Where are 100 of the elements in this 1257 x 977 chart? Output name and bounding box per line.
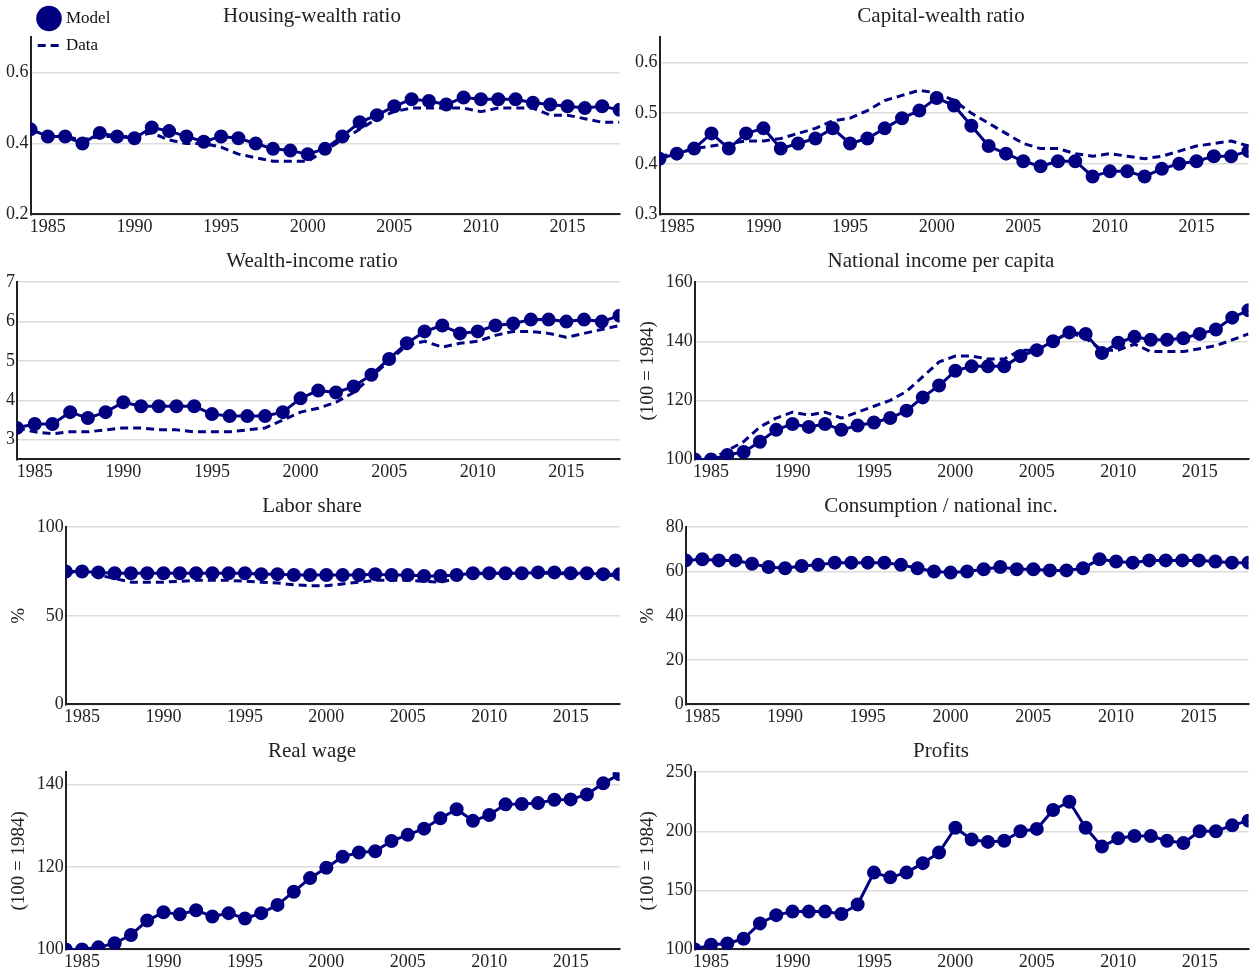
point [1189,154,1204,169]
x-tick-label: 1985 [64,950,101,971]
point [844,555,859,570]
point [1192,326,1207,341]
y-tick-label: 0.4 [635,152,658,173]
x-tick-label: 1990 [145,705,182,726]
point [1078,820,1093,835]
chart-title: Profits [912,738,970,763]
chart-title: Wealth-income ratio [226,248,398,273]
point [311,383,326,398]
point [1158,553,1173,568]
legend-label: Model [66,7,111,27]
point [1208,824,1223,839]
point [1013,824,1028,839]
point [162,124,177,139]
point [1046,334,1061,349]
point [80,411,95,426]
x-tick-label: 2000 [932,705,969,726]
point [318,141,332,156]
x-tick-label: 2015 [552,950,589,971]
x-tick-label: 1995 [855,460,892,481]
point [1016,154,1031,169]
point [123,927,138,942]
point [172,907,187,922]
point [1160,833,1175,848]
point [1029,821,1044,836]
y-tick-label: 50 [45,604,64,625]
point [877,121,892,136]
point [258,409,273,424]
point [1059,563,1074,578]
point [63,405,78,420]
point [254,906,269,921]
point [704,937,719,950]
point [964,118,979,133]
point [915,856,930,871]
point [595,99,610,114]
point [204,407,219,422]
point [40,129,55,144]
point [1062,325,1077,340]
x-tick-label: 2000 [937,460,974,481]
point [997,359,1012,374]
x-tick-label: 2015 [1181,460,1218,481]
point [187,399,202,414]
x-tick-label: 2015 [1178,215,1215,236]
point [482,808,497,823]
chart-title: National income per capita [827,248,1056,273]
point [993,560,1008,575]
x-tick-label: 1985 [16,460,53,481]
point [752,434,767,449]
y-tick-label: 5 [6,349,15,370]
point [1102,164,1117,179]
point [1033,159,1048,174]
x-tick-label: 2015 [548,460,585,481]
point [998,146,1013,161]
point [1137,169,1152,184]
y-tick-label: 100 [36,515,64,536]
point [1111,831,1126,846]
point [769,908,784,923]
point [811,557,826,572]
x-tick-label: 2005 [389,705,426,726]
point [1085,169,1100,184]
point [594,314,609,329]
x-tick-label: 1990 [774,460,811,481]
point [221,906,236,921]
y-tick-label: 60 [665,560,684,581]
x-tick-label: 1995 [226,950,263,971]
x-tick-label: 2005 [1018,950,1055,971]
point [75,136,90,151]
point [205,909,220,924]
y-tick-label: 0.3 [635,203,658,224]
y-tick-label: 4 [6,389,15,410]
point [368,844,383,859]
point [1224,555,1239,570]
y-tick-label: 150 [665,879,693,900]
point [997,833,1012,848]
y-tick-label: 3 [6,428,15,449]
point [319,860,334,875]
point [214,129,229,144]
point [943,565,958,580]
x-tick-label: 1990 [745,215,782,236]
chart-title: Real wage [267,738,357,763]
x-tick-label: 1990 [767,705,804,726]
point [266,141,281,156]
y-tick-label: 100 [665,448,693,469]
point [543,97,558,112]
x-tick-label: 2015 [1181,950,1218,971]
point [506,316,521,331]
x-tick-label: 2010 [1100,460,1137,481]
point [976,562,991,577]
x-tick-label: 1990 [145,950,182,971]
x-tick-label: 1995 [193,460,230,481]
x-tick-label: 2005 [1005,215,1042,236]
y-tick-label: 120 [36,855,64,876]
chart-title: Consumption / national inc. [824,493,1058,518]
y-tick-label: 0.5 [635,101,658,122]
x-tick-label: 1985 [693,460,730,481]
point [1078,326,1093,341]
chart-title: Labor share [262,493,362,518]
point [275,405,290,420]
point [110,129,125,144]
